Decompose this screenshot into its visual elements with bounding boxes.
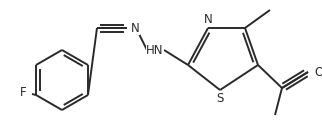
Text: N: N	[131, 22, 140, 35]
Text: F: F	[20, 85, 26, 99]
Text: O: O	[314, 65, 322, 79]
Text: HN: HN	[146, 44, 164, 56]
Text: S: S	[216, 92, 224, 105]
Text: N: N	[204, 13, 213, 26]
